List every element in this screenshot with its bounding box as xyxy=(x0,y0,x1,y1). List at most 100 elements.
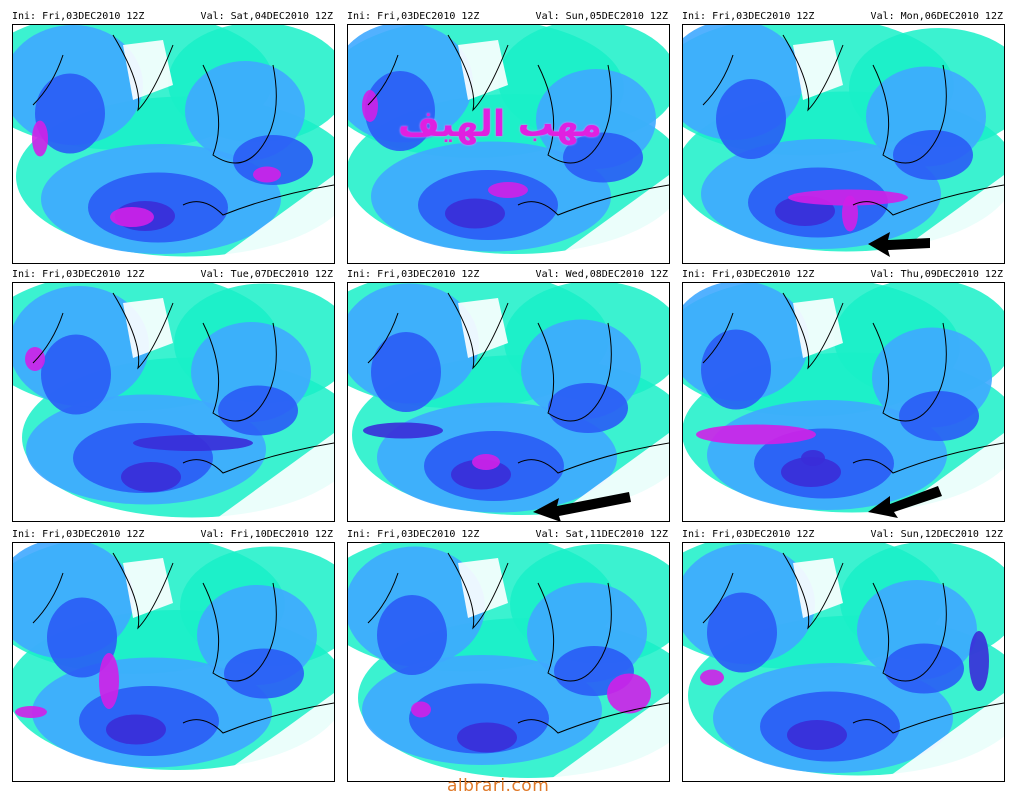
coastline xyxy=(367,312,399,364)
forecast-map xyxy=(682,24,1005,264)
field-blob xyxy=(884,643,964,694)
valid-time-label: Val: Fri,10DEC2010 12Z xyxy=(200,529,333,540)
field-blob xyxy=(457,722,517,753)
coastline xyxy=(852,442,1004,474)
coastline xyxy=(32,54,64,106)
field-blob xyxy=(472,454,500,470)
field-blob xyxy=(893,130,973,180)
valid-time-label: Val: Wed,08DEC2010 12Z xyxy=(535,269,668,280)
field-blob xyxy=(121,462,181,492)
field-blob xyxy=(563,132,643,183)
field-blob xyxy=(696,424,816,445)
land-area xyxy=(213,433,334,521)
forecast-map xyxy=(12,24,335,264)
land-area xyxy=(793,558,843,618)
coastline xyxy=(112,292,174,370)
field-blob xyxy=(488,182,528,198)
init-time-label: Ini: Fri,03DEC2010 12Z xyxy=(682,269,815,280)
arrow-icon xyxy=(868,232,930,257)
panel-header: Ini: Fri,03DEC2010 12Z Val: Sun,12DEC201… xyxy=(682,528,1007,542)
forecast-panel-7: Ini: Fri,03DEC2010 12Z Val: Fri,10DEC201… xyxy=(12,528,337,782)
coastline xyxy=(447,34,509,112)
forecast-panel-5: Ini: Fri,03DEC2010 12Z Val: Wed,08DEC201… xyxy=(347,268,672,522)
coastline xyxy=(517,442,669,474)
coastline xyxy=(872,64,947,164)
field-blob xyxy=(716,79,786,159)
field-blob xyxy=(363,422,443,439)
field-blob xyxy=(899,391,979,441)
coastline xyxy=(447,552,509,630)
land-area xyxy=(793,40,843,100)
field-blob xyxy=(47,597,117,678)
coastline xyxy=(112,552,174,630)
forecast-panel-3: Ini: Fri,03DEC2010 12Z Val: Mon,06DEC201… xyxy=(682,10,1007,264)
field-blob xyxy=(411,701,431,718)
panel-header: Ini: Fri,03DEC2010 12Z Val: Thu,09DEC201… xyxy=(682,268,1007,282)
arrow-icon xyxy=(868,486,942,518)
forecast-panel-8: Ini: Fri,03DEC2010 12Z Val: Sat,11DEC201… xyxy=(347,528,672,782)
coastline xyxy=(852,702,1004,734)
init-time-label: Ini: Fri,03DEC2010 12Z xyxy=(12,269,145,280)
panel-header: Ini: Fri,03DEC2010 12Z Val: Sat,04DEC201… xyxy=(12,10,337,24)
coastline xyxy=(517,184,669,216)
forecast-map xyxy=(12,282,335,522)
init-time-label: Ini: Fri,03DEC2010 12Z xyxy=(347,269,480,280)
coastline xyxy=(202,64,277,164)
land-area xyxy=(548,175,669,263)
coastline xyxy=(537,64,612,164)
field-blob xyxy=(607,673,651,714)
forecast-map xyxy=(682,542,1005,782)
init-time-label: Ini: Fri,03DEC2010 12Z xyxy=(682,11,815,22)
forecast-map xyxy=(682,282,1005,522)
coastline xyxy=(32,572,64,624)
valid-time-label: Val: Sat,04DEC2010 12Z xyxy=(200,11,333,22)
field-blob xyxy=(35,73,105,154)
field-blob xyxy=(371,332,441,412)
field-blob xyxy=(842,195,858,232)
land-area xyxy=(123,40,173,100)
field-blob xyxy=(218,385,298,436)
land-area xyxy=(458,558,508,618)
field-blob xyxy=(445,198,505,229)
field-blob xyxy=(707,592,777,673)
land-area xyxy=(548,693,669,781)
field-blob xyxy=(700,669,724,686)
panel-header: Ini: Fri,03DEC2010 12Z Val: Sun,05DEC201… xyxy=(347,10,672,24)
panel-header: Ini: Fri,03DEC2010 12Z Val: Mon,06DEC201… xyxy=(682,10,1007,24)
land-area xyxy=(548,433,669,521)
field-blob xyxy=(32,120,48,157)
valid-time-label: Val: Mon,06DEC2010 12Z xyxy=(870,11,1003,22)
init-time-label: Ini: Fri,03DEC2010 12Z xyxy=(347,529,480,540)
init-time-label: Ini: Fri,03DEC2010 12Z xyxy=(347,11,480,22)
forecast-map xyxy=(347,24,670,264)
forecast-panel-1: Ini: Fri,03DEC2010 12Z Val: Sat,04DEC201… xyxy=(12,10,337,264)
watermark-text: مهب الهيف xyxy=(398,104,602,145)
panel-header: Ini: Fri,03DEC2010 12Z Val: Tue,07DEC201… xyxy=(12,268,337,282)
coastline xyxy=(702,312,734,364)
panel-header: Ini: Fri,03DEC2010 12Z Val: Fri,10DEC201… xyxy=(12,528,337,542)
land-area xyxy=(213,175,334,263)
land-area xyxy=(883,693,1004,781)
field-blob xyxy=(233,135,313,185)
coastline xyxy=(182,184,334,216)
field-blob xyxy=(365,71,435,151)
field-blob xyxy=(781,457,841,487)
land-area xyxy=(123,558,173,618)
field-blob xyxy=(253,166,281,183)
field-blob xyxy=(969,631,989,691)
init-time-label: Ini: Fri,03DEC2010 12Z xyxy=(12,11,145,22)
forecast-panel-4: Ini: Fri,03DEC2010 12Z Val: Tue,07DEC201… xyxy=(12,268,337,522)
field-blob xyxy=(25,347,45,371)
coastline xyxy=(852,184,1004,216)
init-time-label: Ini: Fri,03DEC2010 12Z xyxy=(12,529,145,540)
forecast-map xyxy=(12,542,335,782)
arrow-icon xyxy=(533,492,631,522)
field-blob xyxy=(41,334,111,415)
coastline xyxy=(782,552,844,630)
coastline xyxy=(782,292,844,370)
forecast-map xyxy=(347,282,670,522)
forecast-panel-9: Ini: Fri,03DEC2010 12Z Val: Sun,12DEC201… xyxy=(682,528,1007,782)
coastline xyxy=(112,34,174,112)
land-area xyxy=(458,40,508,100)
panel-header: Ini: Fri,03DEC2010 12Z Val: Wed,08DEC201… xyxy=(347,268,672,282)
